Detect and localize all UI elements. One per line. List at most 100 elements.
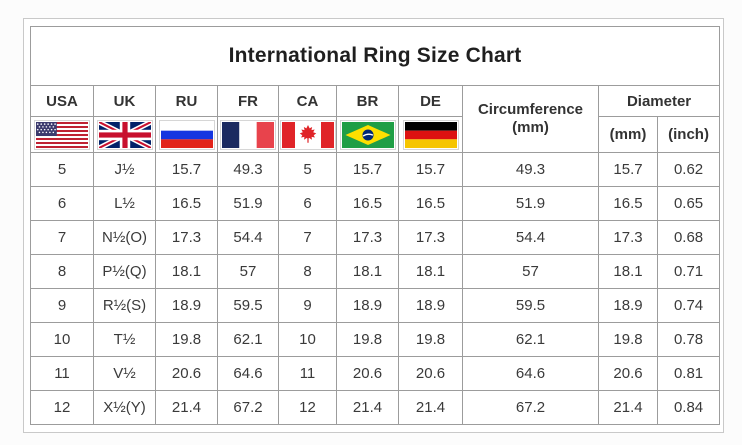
column-header-ru: RU (155, 85, 218, 117)
table-cell-ru: 17.3 (155, 220, 218, 255)
table-cell-circumference_mm: 54.4 (462, 220, 599, 255)
table-cell-diameter_inch: 0.74 (656, 288, 721, 323)
flag-cell-ca (278, 116, 337, 153)
table-cell-uk: X½(Y) (93, 390, 156, 425)
table-row: 10 T½ 19.8 62.1 10 19.8 19.8 62.1 19.8 0.78 (30, 322, 721, 357)
table-cell-ru: 19.8 (155, 322, 218, 357)
table-cell-ru: 16.5 (155, 186, 218, 221)
table-cell-usa: 6 (30, 186, 94, 221)
diameter-subheader-mm: (mm) (598, 116, 658, 153)
table-cell-de: 19.8 (398, 322, 463, 357)
ring-size-table: International Ring Size Chart USA UK RU … (29, 26, 721, 425)
table-cell-fr: 51.9 (217, 186, 279, 221)
table-row: 11 V½ 20.6 64.6 11 20.6 20.6 64.6 20.6 0.81 (30, 356, 721, 391)
table-cell-de: 18.1 (398, 254, 463, 289)
usa-flag-icon (34, 119, 90, 150)
table-cell-br: 21.4 (336, 390, 399, 425)
table-cell-ru: 20.6 (155, 356, 218, 391)
table-cell-circumference_mm: 67.2 (462, 390, 599, 425)
table-cell-ca: 6 (278, 186, 337, 221)
table-cell-de: 20.6 (398, 356, 463, 391)
column-header-uk: UK (93, 85, 156, 117)
table-cell-fr: 57 (217, 254, 279, 289)
flag-cell-ru (155, 116, 218, 153)
page-title: International Ring Size Chart (29, 26, 721, 86)
table-cell-uk: R½(S) (93, 288, 156, 323)
column-header-fr: FR (217, 85, 279, 117)
table-cell-uk: T½ (93, 322, 156, 357)
column-header-diameter: Diameter (597, 85, 721, 117)
table-cell-diameter_inch: 0.78 (656, 322, 721, 357)
table-cell-ru: 21.4 (155, 390, 218, 425)
table-cell-diameter_mm: 18.9 (598, 288, 658, 323)
table-cell-diameter_mm: 20.6 (598, 356, 658, 391)
table-row: 9 R½(S) 18.9 59.5 9 18.9 18.9 59.5 18.9 0.74 (30, 288, 721, 323)
table-cell-br: 20.6 (336, 356, 399, 391)
table-cell-uk: L½ (93, 186, 156, 221)
table-cell-br: 16.5 (336, 186, 399, 221)
table-row: 12 X½(Y) 21.4 67.2 12 21.4 21.4 67.2 21.4 0.84 (30, 390, 721, 425)
table-cell-usa: 9 (30, 288, 94, 323)
table-cell-ru: 18.9 (155, 288, 218, 323)
table-cell-ca: 9 (278, 288, 337, 323)
table-cell-diameter_inch: 0.71 (656, 254, 721, 289)
flag-cell-de (398, 116, 463, 153)
table-cell-ca: 10 (278, 322, 337, 357)
uk-flag-icon (96, 119, 153, 150)
table-cell-usa: 5 (30, 152, 94, 187)
circumference-label: Circumference (477, 101, 584, 118)
table-cell-circumference_mm: 51.9 (462, 186, 599, 221)
germany-flag-icon (402, 119, 459, 150)
table-cell-circumference_mm: 64.6 (462, 356, 599, 391)
title-row: International Ring Size Chart (29, 26, 721, 86)
flag-cell-fr (217, 116, 279, 153)
table-cell-diameter_inch: 0.84 (656, 390, 721, 425)
brazil-flag-icon (339, 119, 396, 150)
table-cell-ca: 8 (278, 254, 337, 289)
table-cell-diameter_inch: 0.65 (656, 186, 721, 221)
canada-flag-icon (279, 119, 336, 150)
table-row: 8 P½(Q) 18.1 57 8 18.1 18.1 57 18.1 0.71 (30, 254, 721, 289)
table-cell-fr: 64.6 (217, 356, 279, 391)
table-cell-circumference_mm: 49.3 (462, 152, 599, 187)
table-cell-fr: 67.2 (217, 390, 279, 425)
table-cell-de: 15.7 (398, 152, 463, 187)
table-cell-uk: P½(Q) (93, 254, 156, 289)
diameter-subheader-inch: (inch) (656, 116, 721, 153)
table-cell-br: 19.8 (336, 322, 399, 357)
column-header-br: BR (336, 85, 399, 117)
table-cell-br: 18.1 (336, 254, 399, 289)
table-cell-diameter_inch: 0.81 (656, 356, 721, 391)
table-cell-uk: N½(O) (93, 220, 156, 255)
table-cell-br: 15.7 (336, 152, 399, 187)
column-header-ca: CA (278, 85, 337, 117)
flag-cell-uk (93, 116, 156, 153)
table-cell-usa: 12 (30, 390, 94, 425)
table-cell-ca: 11 (278, 356, 337, 391)
table-cell-diameter_mm: 19.8 (598, 322, 658, 357)
table-cell-circumference_mm: 62.1 (462, 322, 599, 357)
table-cell-diameter_inch: 0.68 (656, 220, 721, 255)
table-cell-fr: 54.4 (217, 220, 279, 255)
table-body: 5 J½ 15.7 49.3 5 15.7 15.7 49.3 15.7 0.62 6 L½ 16.5 5… (30, 152, 721, 425)
flag-cell-br (336, 116, 399, 153)
table-cell-usa: 10 (30, 322, 94, 357)
flag-row: (mm) (inch) (30, 116, 721, 153)
table-cell-ca: 12 (278, 390, 337, 425)
table-row: 7 N½(O) 17.3 54.4 7 17.3 17.3 54.4 17.3 0.68 (30, 220, 721, 255)
table-cell-circumference_mm: 57 (462, 254, 599, 289)
table-cell-ca: 5 (278, 152, 337, 187)
chart-container: International Ring Size Chart USA UK RU … (23, 18, 724, 433)
table-row: 6 L½ 16.5 51.9 6 16.5 16.5 51.9 16.5 0.65 (30, 186, 721, 221)
table-cell-diameter_mm: 21.4 (598, 390, 658, 425)
table-cell-fr: 59.5 (217, 288, 279, 323)
table-cell-br: 17.3 (336, 220, 399, 255)
russia-flag-icon (158, 119, 215, 150)
table-cell-diameter_mm: 15.7 (598, 152, 658, 187)
column-header-row: USA UK RU FR CA BR DE Circumference (mm)… (30, 85, 721, 153)
table-cell-uk: V½ (93, 356, 156, 391)
table-cell-diameter_mm: 18.1 (598, 254, 658, 289)
table-cell-usa: 11 (30, 356, 94, 391)
column-header-de: DE (398, 85, 463, 117)
france-flag-icon (220, 119, 276, 150)
